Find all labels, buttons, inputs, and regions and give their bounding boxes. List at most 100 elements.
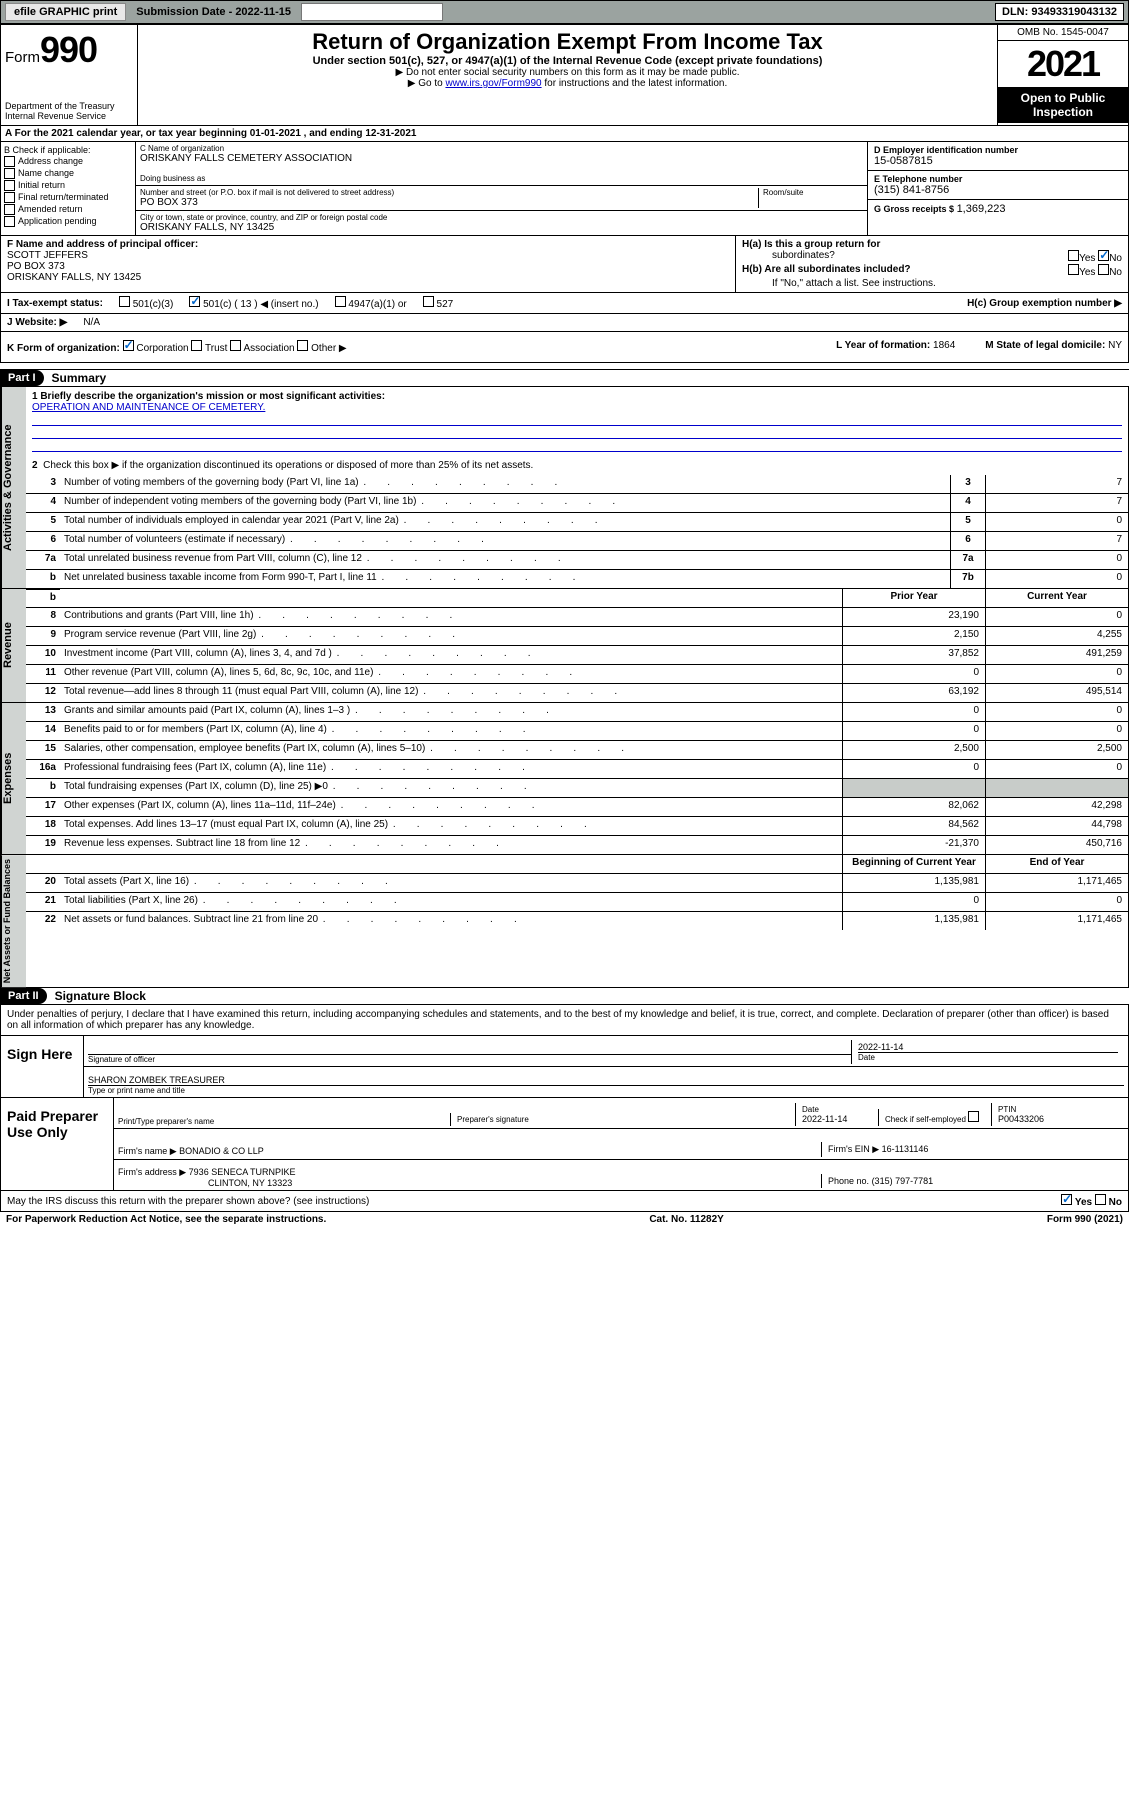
part2-header: Part II Signature Block xyxy=(0,988,1129,1004)
row-a-text: A For the 2021 calendar year, or tax yea… xyxy=(5,128,416,139)
irs-link[interactable]: www.irs.gov/Form990 xyxy=(445,78,541,89)
col-prior: Prior Year xyxy=(842,589,985,607)
city-value: ORISKANY FALLS, NY 13425 xyxy=(140,222,863,233)
header-right: OMB No. 1545-0047 2021 Open to Public In… xyxy=(997,25,1128,125)
ha-yes-chk[interactable] xyxy=(1068,250,1079,261)
rev-header: b Prior Year Current Year xyxy=(26,589,1128,608)
prep-ptin-v: P00433206 xyxy=(998,1114,1118,1124)
f-addr2: ORISKANY FALLS, NY 13425 xyxy=(7,272,141,283)
i-527-chk[interactable] xyxy=(423,296,434,307)
i-opt3: 527 xyxy=(437,299,454,310)
hb-no-chk[interactable] xyxy=(1098,264,1109,275)
chk-amended-return[interactable]: Amended return xyxy=(4,204,132,215)
data-row: 19Revenue less expenses. Subtract line 1… xyxy=(26,836,1128,854)
gov-row: bNet unrelated business taxable income f… xyxy=(26,570,1128,588)
k-assoc-chk[interactable] xyxy=(230,340,241,351)
footer-form: Form 990 (2021) xyxy=(1047,1214,1123,1225)
i-4947-chk[interactable] xyxy=(335,296,346,307)
hc-label: H(c) Group exemption number ▶ xyxy=(967,298,1122,309)
may-irs-text: May the IRS discuss this return with the… xyxy=(7,1196,369,1207)
k-opt0: Corporation xyxy=(136,343,188,354)
may-irs-row: May the IRS discuss this return with the… xyxy=(0,1191,1129,1212)
sig-name-value: SHARON ZOMBEK TREASURER xyxy=(88,1075,1124,1085)
col-b-checkboxes: B Check if applicable: Address change Na… xyxy=(1,142,136,235)
open-inspection: Open to Public Inspection xyxy=(998,87,1128,123)
hb-yes-chk[interactable] xyxy=(1068,264,1079,275)
prep-date-v: 2022-11-14 xyxy=(802,1114,872,1124)
data-row: 8Contributions and grants (Part VIII, li… xyxy=(26,608,1128,627)
ha-no-chk[interactable] xyxy=(1098,250,1109,261)
h-note: If "No," attach a list. See instructions… xyxy=(742,278,1122,289)
part1-badge: Part I xyxy=(0,370,44,386)
d-ein-label: D Employer identification number xyxy=(874,145,1122,155)
prep-sig-h: Preparer's signature xyxy=(457,1115,789,1124)
k-corp-chk[interactable] xyxy=(123,340,134,351)
l-value: 1864 xyxy=(933,340,955,351)
dba-label: Doing business as xyxy=(140,174,863,183)
data-row: 11Other revenue (Part VIII, column (A), … xyxy=(26,665,1128,684)
form-header: Form990 Department of the Treasury Inter… xyxy=(0,24,1129,126)
may-no-chk[interactable] xyxy=(1095,1194,1106,1205)
row-fh: F Name and address of principal officer:… xyxy=(0,236,1129,293)
chk-final-return[interactable]: Final return/terminated xyxy=(4,192,132,203)
i-opt0: 501(c)(3) xyxy=(133,299,174,310)
col-current: Current Year xyxy=(985,589,1128,607)
may-no: No xyxy=(1109,1197,1122,1208)
i-501c-chk[interactable] xyxy=(189,296,200,307)
blank-field xyxy=(301,3,443,21)
header-left: Form990 Department of the Treasury Inter… xyxy=(1,25,138,125)
opt-pending: Application pending xyxy=(18,216,97,226)
q2-text: Check this box ▶ if the organization dis… xyxy=(43,460,533,471)
footer-cat: Cat. No. 11282Y xyxy=(649,1214,723,1225)
ha-no: No xyxy=(1109,253,1122,264)
e-phone-label: E Telephone number xyxy=(874,174,1122,184)
firm-ein-v: 16-1131146 xyxy=(882,1144,929,1154)
chk-application-pending[interactable]: Application pending xyxy=(4,216,132,227)
data-row: 12Total revenue—add lines 8 through 11 (… xyxy=(26,684,1128,702)
ha2-label: subordinates? xyxy=(742,250,835,264)
h-group: H(a) Is this a group return for subordin… xyxy=(735,236,1128,292)
part2-badge: Part II xyxy=(0,988,47,1004)
prep-name-h: Print/Type preparer's name xyxy=(118,1117,450,1126)
col-b-label: B Check if applicable: xyxy=(4,145,132,155)
row-i: I Tax-exempt status: 501(c)(3) 501(c) ( … xyxy=(0,293,1129,314)
i-label: I Tax-exempt status: xyxy=(7,298,103,309)
col-end: End of Year xyxy=(985,855,1128,873)
phone-v: (315) 797-7781 xyxy=(872,1176,934,1186)
may-yes-chk[interactable] xyxy=(1061,1194,1072,1205)
row-a-tax-year: A For the 2021 calendar year, or tax yea… xyxy=(0,126,1129,142)
row-j: J Website: ▶ N/A xyxy=(0,314,1129,332)
data-row: 9Program service revenue (Part VIII, lin… xyxy=(26,627,1128,646)
efile-print-button[interactable]: efile GRAPHIC print xyxy=(5,3,126,21)
prep-date-h: Date xyxy=(802,1105,872,1114)
prep-ptin-h: PTIN xyxy=(998,1105,1118,1114)
chk-address-change[interactable]: Address change xyxy=(4,156,132,167)
sig-officer-label: Signature of officer xyxy=(88,1054,851,1064)
phone-l: Phone no. xyxy=(828,1176,869,1186)
l-label: L Year of formation: xyxy=(836,340,930,351)
chk-name-change[interactable]: Name change xyxy=(4,168,132,179)
chk-initial-return[interactable]: Initial return xyxy=(4,180,132,191)
prep-self-chk[interactable] xyxy=(968,1111,979,1122)
submission-date-label: Submission Date - 2022-11-15 xyxy=(130,4,297,20)
subtitle-ssn: ▶ Do not enter social security numbers o… xyxy=(144,67,991,78)
k-other-chk[interactable] xyxy=(297,340,308,351)
d-ein-value: 15-0587815 xyxy=(874,155,1122,167)
addr-label: Number and street (or P.O. box if mail i… xyxy=(140,188,758,197)
c-name-label: C Name of organization xyxy=(140,144,863,153)
table-revenue: Revenue b Prior Year Current Year 8Contr… xyxy=(0,589,1129,703)
sig-name-row: SHARON ZOMBEK TREASURER Type or print na… xyxy=(84,1067,1128,1097)
city-label: City or town, state or province, country… xyxy=(140,213,863,222)
k-trust-chk[interactable] xyxy=(191,340,202,351)
k-label: K Form of organization: xyxy=(7,343,120,354)
data-row: 10Investment income (Part VIII, column (… xyxy=(26,646,1128,665)
part2-title: Signature Block xyxy=(47,989,146,1003)
part1-header: Part I Summary xyxy=(0,369,1129,386)
header-center: Return of Organization Exempt From Incom… xyxy=(138,25,997,125)
paid-preparer-label: Paid Preparer Use Only xyxy=(1,1098,113,1190)
opt-address: Address change xyxy=(18,156,83,166)
hb-no: No xyxy=(1109,267,1122,278)
i-opt1: 501(c) ( 13 ) ◀ (insert no.) xyxy=(203,299,319,310)
i-501c3-chk[interactable] xyxy=(119,296,130,307)
subtitle-section: Under section 501(c), 527, or 4947(a)(1)… xyxy=(144,55,991,67)
